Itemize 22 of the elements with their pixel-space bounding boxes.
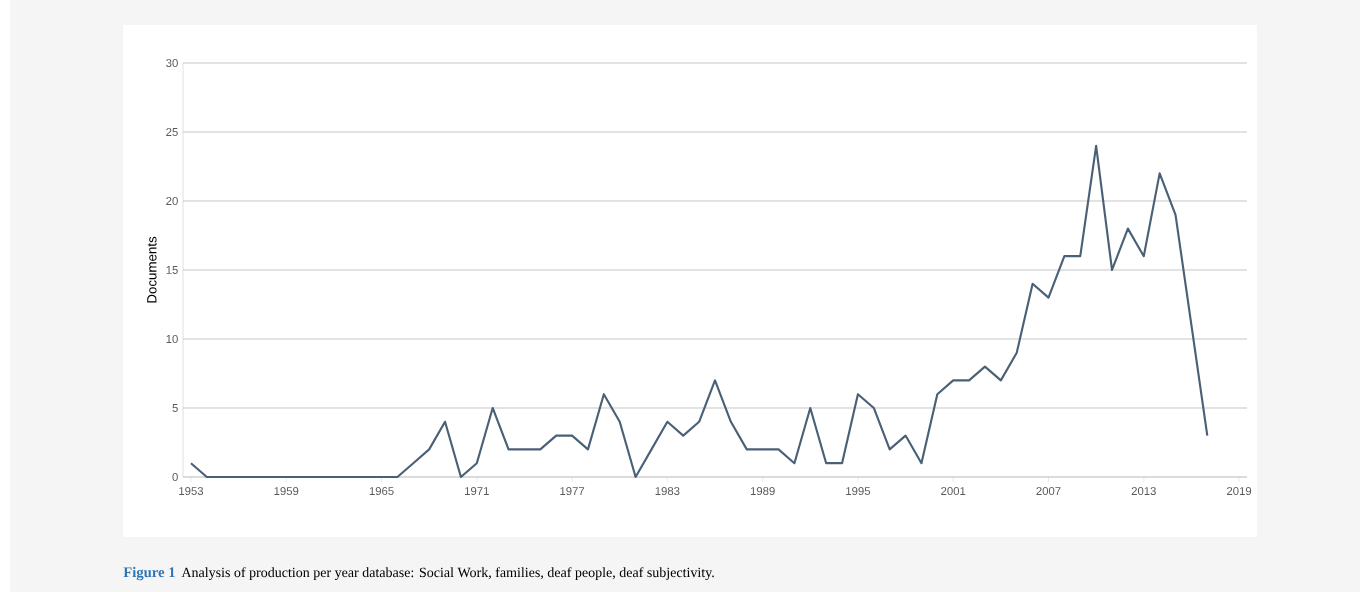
x-tick-label: 1965 — [369, 487, 394, 496]
x-tick-label: 2001 — [941, 487, 966, 496]
caption: Figure 1 — [123, 566, 175, 581]
x-tick-label: 1983 — [655, 487, 680, 496]
y-axis-title: Documents — [147, 236, 157, 303]
x-tick-label: 1977 — [560, 487, 585, 496]
x-tick-label: 2019 — [1227, 487, 1252, 496]
x-tick-label: 1959 — [274, 487, 299, 496]
x-tick-label: 1971 — [465, 487, 489, 496]
x-tick-label: 1995 — [846, 487, 871, 496]
text: Analysis of production per year database: Social Work, families, deaf people, deaf subjectivity. — [181, 567, 714, 580]
y-tick-label: 20 — [166, 196, 178, 205]
x-tick-label: 1953 — [179, 487, 204, 496]
y-tick-label: 25 — [166, 127, 178, 136]
x-tick-label: 1989 — [750, 487, 775, 496]
y-tick-label: 10 — [166, 334, 178, 343]
x-tick-label: 2013 — [1131, 487, 1156, 496]
x-tick-label: 2007 — [1036, 487, 1061, 496]
y-tick-label: 5 — [172, 404, 178, 412]
y-tick-label: 0 — [172, 472, 178, 481]
y-tick-label: 30 — [166, 58, 178, 67]
y-tick-label: 15 — [166, 266, 178, 274]
